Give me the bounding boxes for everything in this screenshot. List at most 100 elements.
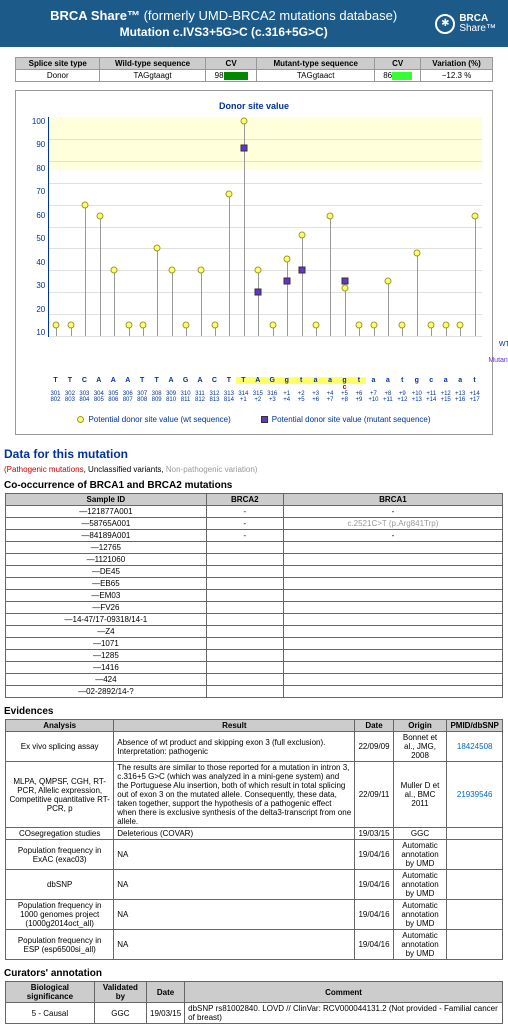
brca1-val bbox=[283, 614, 502, 626]
mutant-label: Mutant bbox=[488, 357, 508, 364]
wt-point bbox=[96, 212, 103, 219]
analysis: Population frequency in 1000 genomes pro… bbox=[6, 900, 114, 930]
cooccur-title: Co-occurrence of BRCA1 and BRCA2 mutatio… bbox=[4, 480, 504, 491]
seq2-char bbox=[164, 384, 178, 391]
table-row: —14-47/17-09318/14-1 bbox=[6, 614, 503, 626]
table-row: —1416 bbox=[6, 662, 503, 674]
seq-char: g bbox=[279, 377, 293, 384]
chart-legend: Potential donor site value (wt sequence)… bbox=[26, 415, 482, 424]
brca1-val bbox=[283, 662, 502, 674]
seq2-char bbox=[265, 384, 279, 391]
brca1-val bbox=[283, 650, 502, 662]
pmid bbox=[447, 930, 502, 960]
sample-id: —FV26 bbox=[6, 602, 207, 614]
pos-bot: +9 bbox=[352, 397, 366, 403]
pos-bot: +1 bbox=[236, 397, 250, 403]
table-row: —DE45 bbox=[6, 566, 503, 578]
brca2-val bbox=[206, 674, 283, 686]
cu-date: 19/03/15 bbox=[147, 1003, 185, 1024]
seq2-char bbox=[251, 384, 265, 391]
seq2-char bbox=[352, 384, 366, 391]
table-row: —EM03 bbox=[6, 590, 503, 602]
seq2-char bbox=[92, 384, 106, 391]
x-seq-row: TTCAAATTAGACTTAGgtaagtaatgcaat bbox=[48, 377, 482, 384]
seq2-char bbox=[77, 384, 91, 391]
brca1-val bbox=[283, 554, 502, 566]
brca2-val bbox=[206, 602, 283, 614]
pos-bot: +17 bbox=[467, 397, 481, 403]
splice-table: Splice site typeWild-type sequenceCVMuta… bbox=[15, 57, 493, 82]
pos-bot: +10 bbox=[366, 397, 380, 403]
wt-point bbox=[226, 190, 233, 197]
pmid[interactable]: 18424508 bbox=[447, 732, 502, 762]
mut-point bbox=[341, 278, 348, 285]
date: 19/04/16 bbox=[355, 870, 393, 900]
cooccur-header: BRCA2 bbox=[206, 494, 283, 506]
seq-char: t bbox=[352, 377, 366, 384]
seq-char: T bbox=[63, 377, 77, 384]
brca1-val bbox=[283, 638, 502, 650]
seq-char: A bbox=[92, 377, 106, 384]
wt-point bbox=[284, 256, 291, 263]
legend-item: Potential donor site value (wt sequence) bbox=[77, 415, 230, 424]
sample-id: —DE45 bbox=[6, 566, 207, 578]
pmid bbox=[447, 900, 502, 930]
brca1-val bbox=[283, 626, 502, 638]
date: 22/09/11 bbox=[355, 762, 393, 828]
sample-id: —121877A001 bbox=[6, 506, 207, 518]
pmid bbox=[447, 828, 502, 840]
wt-point bbox=[428, 322, 435, 329]
wt-point bbox=[442, 322, 449, 329]
pos-bot: 806 bbox=[106, 397, 120, 403]
header-text: BRCA Share™ (formerly UMD-BRCA2 mutation… bbox=[12, 8, 435, 39]
sample-id: —58765A001 bbox=[6, 518, 207, 530]
brca1-val bbox=[283, 578, 502, 590]
sample-id: —14-47/17-09318/14-1 bbox=[6, 614, 207, 626]
brca1-val bbox=[283, 686, 502, 698]
seq2-char bbox=[395, 384, 409, 391]
pos-bot: 803 bbox=[63, 397, 77, 403]
sample-id: —1121060 bbox=[6, 554, 207, 566]
cooccur-table: Sample IDBRCA2BRCA1 —121877A001--—58765A… bbox=[5, 493, 503, 698]
seq-char: a bbox=[438, 377, 452, 384]
table-row: Population frequency in 1000 genomes pro… bbox=[6, 900, 503, 930]
seq2-char bbox=[279, 384, 293, 391]
pos-bot: 812 bbox=[193, 397, 207, 403]
table-row: —FV26 bbox=[6, 602, 503, 614]
seq-char: A bbox=[164, 377, 178, 384]
result: Absence of wt product and skipping exon … bbox=[114, 732, 355, 762]
evidences-title: Evidences bbox=[4, 706, 504, 717]
analysis: COsegregation studies bbox=[6, 828, 114, 840]
validated-by: GGC bbox=[94, 1003, 146, 1024]
date: 19/04/16 bbox=[355, 930, 393, 960]
variant-legend: (Pathogenic mutations, Unclassified vari… bbox=[4, 465, 504, 474]
header-subtitle: Mutation c.IVS3+5G>C (c.316+5G>C) bbox=[12, 25, 435, 39]
seq2-char bbox=[207, 384, 221, 391]
seq2-char bbox=[410, 384, 424, 391]
y-tick: 20 bbox=[26, 305, 45, 314]
brca2-val bbox=[206, 554, 283, 566]
chart-box: Donor site value 100908070605040302010 W… bbox=[15, 90, 493, 435]
pos-bot: 813 bbox=[207, 397, 221, 403]
pmid[interactable]: 21939546 bbox=[447, 762, 502, 828]
result: Deleterious (COVAR) bbox=[114, 828, 355, 840]
seq-char: g bbox=[337, 377, 351, 384]
brca2-val: - bbox=[206, 530, 283, 542]
date: 22/09/09 bbox=[355, 732, 393, 762]
table-row: COsegregation studies Deleterious (COVAR… bbox=[6, 828, 503, 840]
brca1-val bbox=[283, 602, 502, 614]
table-row: —1071 bbox=[6, 638, 503, 650]
wt-point bbox=[197, 267, 204, 274]
brca2-val bbox=[206, 662, 283, 674]
seq-char: A bbox=[193, 377, 207, 384]
table-row: —12765 bbox=[6, 542, 503, 554]
unclassified-label: , Unclassified variants, bbox=[84, 465, 164, 474]
analysis: Ex vivo splicing assay bbox=[6, 732, 114, 762]
seq2-char bbox=[63, 384, 77, 391]
origin: Automatic annotation by UMD bbox=[393, 900, 447, 930]
table-row: Population frequency in ExAC (exac03) NA… bbox=[6, 840, 503, 870]
variation: −12.3 % bbox=[421, 70, 492, 82]
sample-id: —84189A001 bbox=[6, 530, 207, 542]
splice-header: CV bbox=[205, 58, 256, 70]
pos-bot: 810 bbox=[164, 397, 178, 403]
